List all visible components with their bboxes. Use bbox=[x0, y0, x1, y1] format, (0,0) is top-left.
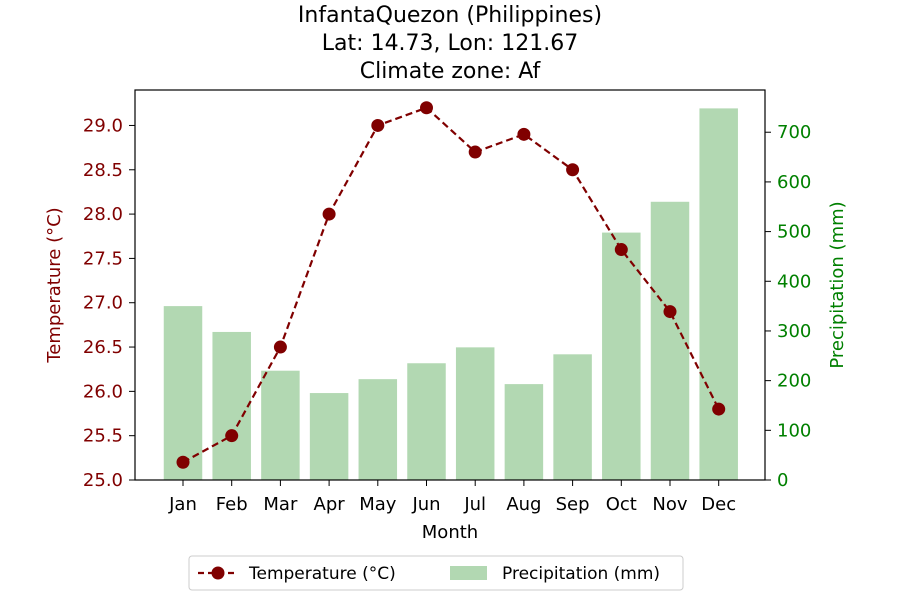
y-right-tick-label: 0 bbox=[777, 470, 788, 491]
legend-frame bbox=[188, 555, 684, 591]
x-tick-label-may: May bbox=[359, 494, 397, 515]
y-right-tick-label: 200 bbox=[777, 371, 811, 392]
temperature-point-dec bbox=[712, 402, 726, 416]
title-line-2: Lat: 14.73, Lon: 121.67 bbox=[322, 31, 578, 56]
temperature-point-may bbox=[371, 118, 385, 132]
x-tick-label-nov: Nov bbox=[652, 494, 687, 515]
y-left-tick-label: 29.0 bbox=[83, 115, 123, 136]
y-left-tick-label: 26.5 bbox=[83, 337, 123, 358]
precipitation-bar-jun bbox=[407, 363, 446, 480]
precipitation-bar-dec bbox=[699, 108, 738, 480]
legend-temperature-marker bbox=[211, 566, 225, 580]
x-tick-label-aug: Aug bbox=[506, 494, 541, 515]
precipitation-bar-apr bbox=[309, 393, 349, 480]
precipitation-bar-sep bbox=[553, 354, 592, 480]
y-right-tick-label: 300 bbox=[777, 321, 811, 342]
y-left-tick-label: 25.0 bbox=[83, 470, 123, 491]
legend-temperature-label: Temperature (°C) bbox=[248, 564, 396, 584]
precipitation-bar-nov bbox=[650, 201, 690, 480]
temperature-point-jan bbox=[176, 455, 190, 469]
y-right-tick-label: 500 bbox=[777, 222, 811, 243]
legend: Temperature (°C) Precipitation (mm) bbox=[188, 555, 684, 591]
y-left-tick-label: 26.0 bbox=[83, 381, 123, 402]
x-tick-label-sep: Sep bbox=[556, 494, 590, 515]
temperature-line bbox=[176, 101, 726, 469]
temperature-line-path bbox=[182, 106, 720, 464]
title-line-3: Climate zone: Af bbox=[360, 59, 542, 84]
x-tick-label-dec: Dec bbox=[701, 494, 736, 515]
precipitation-bar-oct bbox=[602, 232, 641, 480]
y-left-tick-label: 28.5 bbox=[83, 160, 123, 181]
temperature-point-jul bbox=[468, 145, 482, 159]
x-tick-label-jan: Jan bbox=[168, 494, 197, 515]
x-tick-label-feb: Feb bbox=[216, 494, 248, 515]
temperature-point-nov bbox=[663, 305, 677, 319]
precipitation-bar-feb bbox=[212, 331, 251, 480]
temperature-point-oct bbox=[614, 243, 628, 257]
legend-precipitation-swatch bbox=[450, 566, 487, 580]
temperature-point-aug bbox=[517, 127, 531, 141]
plot-frame bbox=[134, 89, 766, 481]
x-axis: Jan Feb Mar Apr May Jun Jul Aug Sep Oct Nov Dec bbox=[168, 480, 736, 515]
x-tick-label-jun: Jun bbox=[411, 494, 440, 515]
y-axis-right-label: Precipitation (mm) bbox=[827, 201, 848, 368]
y-left-tick-label: 27.5 bbox=[83, 248, 123, 269]
precipitation-bars bbox=[163, 108, 738, 480]
precipitation-bar-jul bbox=[455, 347, 495, 480]
x-axis-label: Month bbox=[422, 522, 478, 543]
precipitation-bar-mar bbox=[261, 370, 300, 480]
temperature-point-mar bbox=[273, 340, 287, 354]
temperature-point-sep bbox=[566, 163, 580, 177]
y-left-tick-label: 25.5 bbox=[83, 426, 123, 447]
y-right-tick-label: 600 bbox=[777, 172, 811, 193]
chart-title: InfantaQuezon (Philippines) Lat: 14.73, L… bbox=[298, 3, 602, 84]
x-tick-label-mar: Mar bbox=[263, 494, 298, 515]
y-left-tick-label: 28.0 bbox=[83, 204, 123, 225]
x-tick-label-oct: Oct bbox=[606, 494, 637, 515]
precipitation-bar-may bbox=[358, 379, 398, 480]
y-axis-left: 25.0 25.5 26.0 26.5 27.0 27.5 28.0 28.5 29.0 bbox=[83, 115, 135, 491]
y-left-tick-label: 27.0 bbox=[83, 293, 123, 314]
legend-precipitation-label: Precipitation (mm) bbox=[502, 564, 660, 584]
y-axis-left-label: Temperature (°C) bbox=[44, 207, 65, 363]
y-right-tick-label: 100 bbox=[777, 420, 811, 441]
precipitation-bar-jan bbox=[163, 306, 203, 480]
y-right-tick-label: 400 bbox=[777, 271, 811, 292]
temperature-point-jun bbox=[420, 101, 433, 115]
x-tick-label-jul: Jul bbox=[463, 494, 486, 515]
temperature-point-apr bbox=[322, 207, 336, 221]
y-axis-right: 0 100 200 300 400 500 600 700 bbox=[765, 122, 811, 491]
x-tick-label-apr: Apr bbox=[314, 494, 346, 515]
title-line-1: InfantaQuezon (Philippines) bbox=[298, 3, 602, 28]
y-right-tick-label: 700 bbox=[777, 122, 811, 143]
precipitation-bar-aug bbox=[504, 384, 544, 480]
temperature-point-feb bbox=[225, 429, 239, 443]
